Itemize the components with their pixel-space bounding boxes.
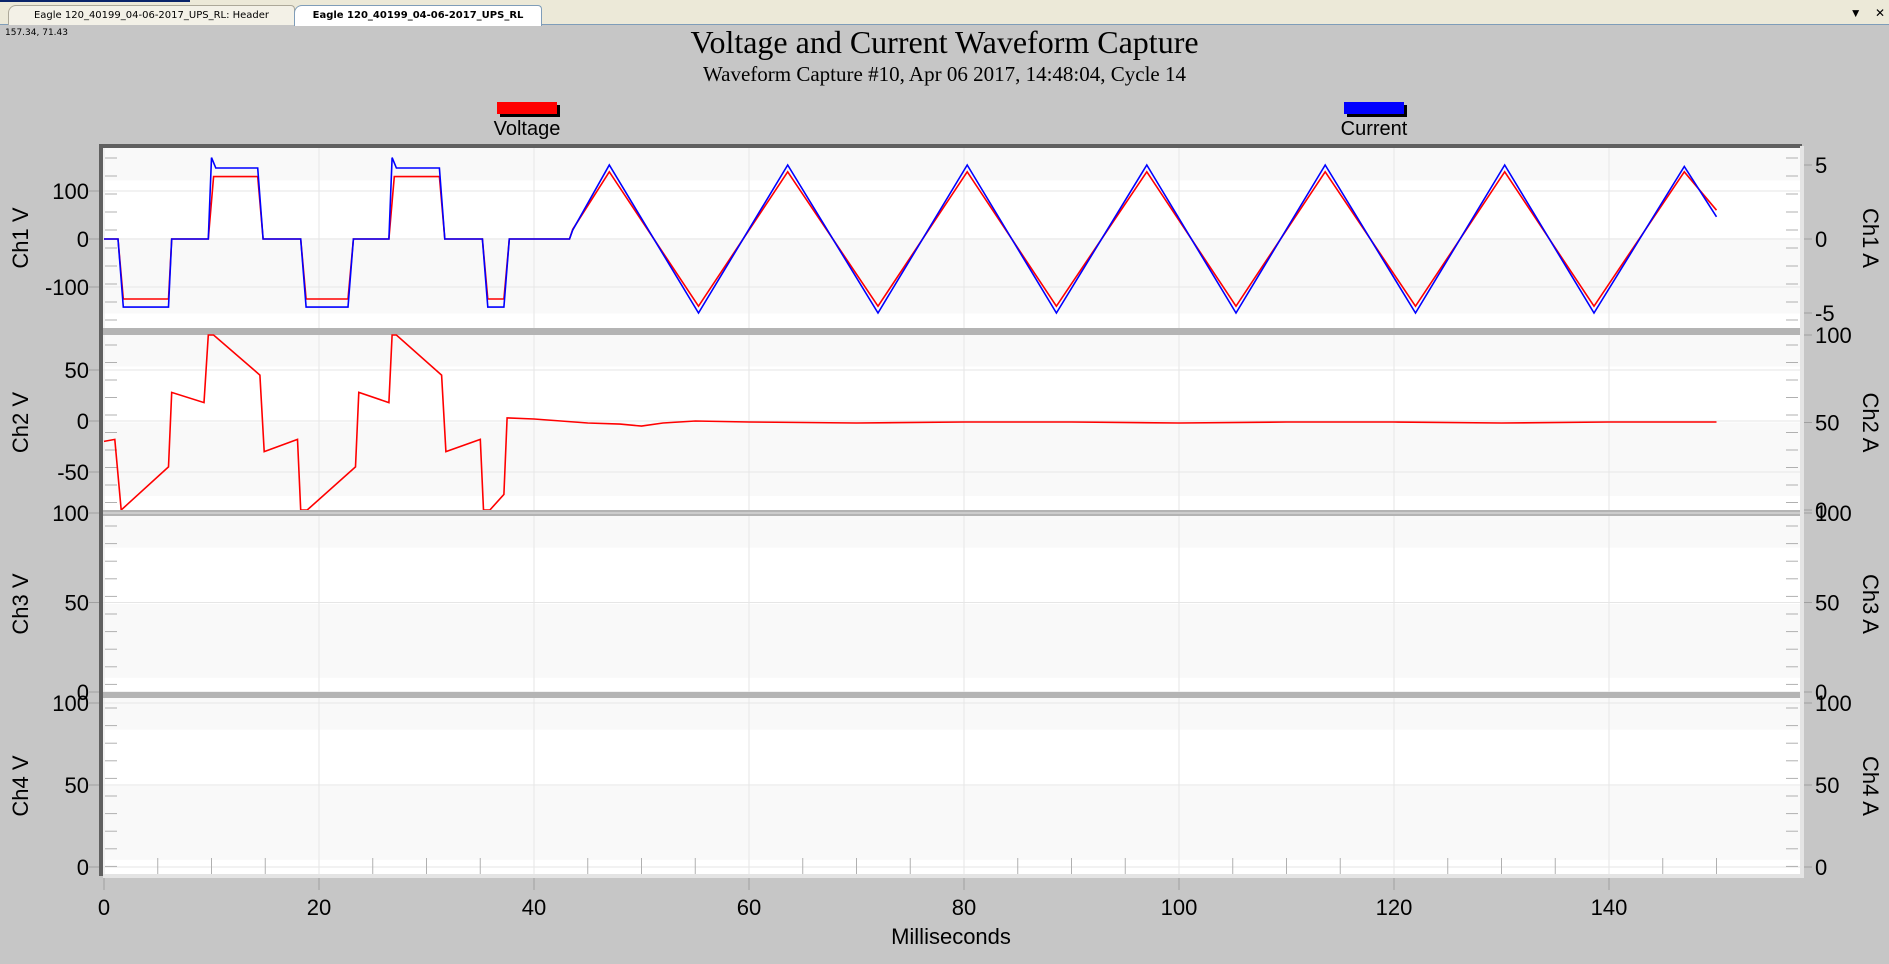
legend-item-current[interactable]: Current xyxy=(1334,102,1414,141)
tab-bar-accent xyxy=(0,0,190,2)
dropdown-arrow-icon[interactable]: ▼ xyxy=(1849,6,1862,20)
plot-bottom-border xyxy=(103,874,1804,878)
y-right-tick-label: 0 xyxy=(1815,227,1827,252)
window-controls: ▼ ✕ xyxy=(1840,6,1885,20)
y-right-axis-title: Ch4 A xyxy=(1858,756,1883,816)
voltage-swatch-icon xyxy=(497,102,557,114)
close-icon[interactable]: ✕ xyxy=(1874,6,1885,20)
panel-separator[interactable] xyxy=(103,328,1800,335)
y-left-tick-label: 0 xyxy=(77,227,89,252)
legend-item-voltage[interactable]: Voltage xyxy=(487,102,567,141)
series-voltage xyxy=(103,334,1717,512)
cursor-coordinates: 157.34, 71.43 xyxy=(5,28,68,38)
y-left-tick-label: 0 xyxy=(77,680,89,705)
x-tick-label: 100 xyxy=(1161,895,1198,920)
y-left-tick-label: -100 xyxy=(45,275,89,300)
y-left-tick-label: 50 xyxy=(65,773,89,798)
y-right-axis-title: Ch1 A xyxy=(1858,208,1883,268)
y-left-tick-label: 50 xyxy=(65,358,89,383)
y-right-tick-label: 100 xyxy=(1815,501,1852,526)
y-left-axis-title: Ch3 V xyxy=(8,573,33,634)
x-tick-label: 80 xyxy=(952,895,976,920)
document-tab-bar: Eagle 120_40199_04-06-2017_UPS_RL: Heade… xyxy=(0,0,1889,26)
panel-ch4[interactable]: 0 50 100 0 50 100 Ch4 V Ch4 A xyxy=(8,691,1883,880)
x-tick-label: 140 xyxy=(1591,895,1628,920)
x-tick-label: 120 xyxy=(1376,895,1413,920)
chart-subtitle: Waveform Capture #10, Apr 06 2017, 14:48… xyxy=(703,62,1186,86)
y-left-tick-label: 100 xyxy=(52,501,89,526)
x-tick-label: 60 xyxy=(737,895,761,920)
legend-label-voltage: Voltage xyxy=(493,118,561,140)
y-right-tick-label: 0 xyxy=(1815,498,1827,523)
y-left-axis-title: Ch1 V xyxy=(8,207,33,268)
y-left-axis-title: Ch4 V xyxy=(8,755,33,816)
plot-left-border xyxy=(99,148,103,876)
y-left-tick-label: 100 xyxy=(52,691,89,716)
y-right-tick-label: -5 xyxy=(1815,301,1835,326)
x-tick-label: 0 xyxy=(98,895,110,920)
y-right-tick-label: 50 xyxy=(1815,591,1839,616)
panel-separator[interactable] xyxy=(103,692,1800,698)
plot-right-border xyxy=(1800,146,1804,876)
tab-waveform[interactable]: Eagle 120_40199_04-06-2017_UPS_RL xyxy=(294,5,542,26)
legend-label-current: Current xyxy=(1340,118,1408,140)
series-current xyxy=(104,157,1718,315)
y-right-tick-label: 100 xyxy=(1815,323,1852,348)
y-left-tick-label: -50 xyxy=(57,460,89,485)
y-left-tick-label: 100 xyxy=(52,179,89,204)
y-left-tick-label: 0 xyxy=(77,855,89,880)
chart-title: Voltage and Current Waveform Capture xyxy=(690,24,1199,60)
y-left-axis-title: Ch2 V xyxy=(8,392,33,453)
y-right-axis-title: Ch3 A xyxy=(1858,574,1883,634)
panel-ch2[interactable]: -50 0 50 0 50 100 Ch2 V Ch2 A xyxy=(8,323,1883,523)
x-axis-title: Milliseconds xyxy=(891,924,1011,949)
y-right-tick-label: 5 xyxy=(1815,153,1827,178)
panel-ch1[interactable]: -100 0 100 -5 0 5 Ch1 V Ch1 A xyxy=(8,148,1883,328)
y-right-tick-label: 50 xyxy=(1815,411,1839,436)
current-swatch-icon xyxy=(1344,102,1404,114)
y-left-tick-label: 0 xyxy=(77,409,89,434)
x-tick-label: 40 xyxy=(522,895,546,920)
y-right-axis-title: Ch2 A xyxy=(1858,393,1883,453)
y-right-tick-label: 50 xyxy=(1815,773,1839,798)
y-left-tick-label: 50 xyxy=(65,591,89,616)
plot-top-border xyxy=(99,144,1802,149)
x-tick-label: 20 xyxy=(307,895,331,920)
y-right-tick-label: 0 xyxy=(1815,855,1827,880)
y-right-tick-label: 0 xyxy=(1815,680,1827,705)
y-right-tick-label: 100 xyxy=(1815,691,1852,716)
